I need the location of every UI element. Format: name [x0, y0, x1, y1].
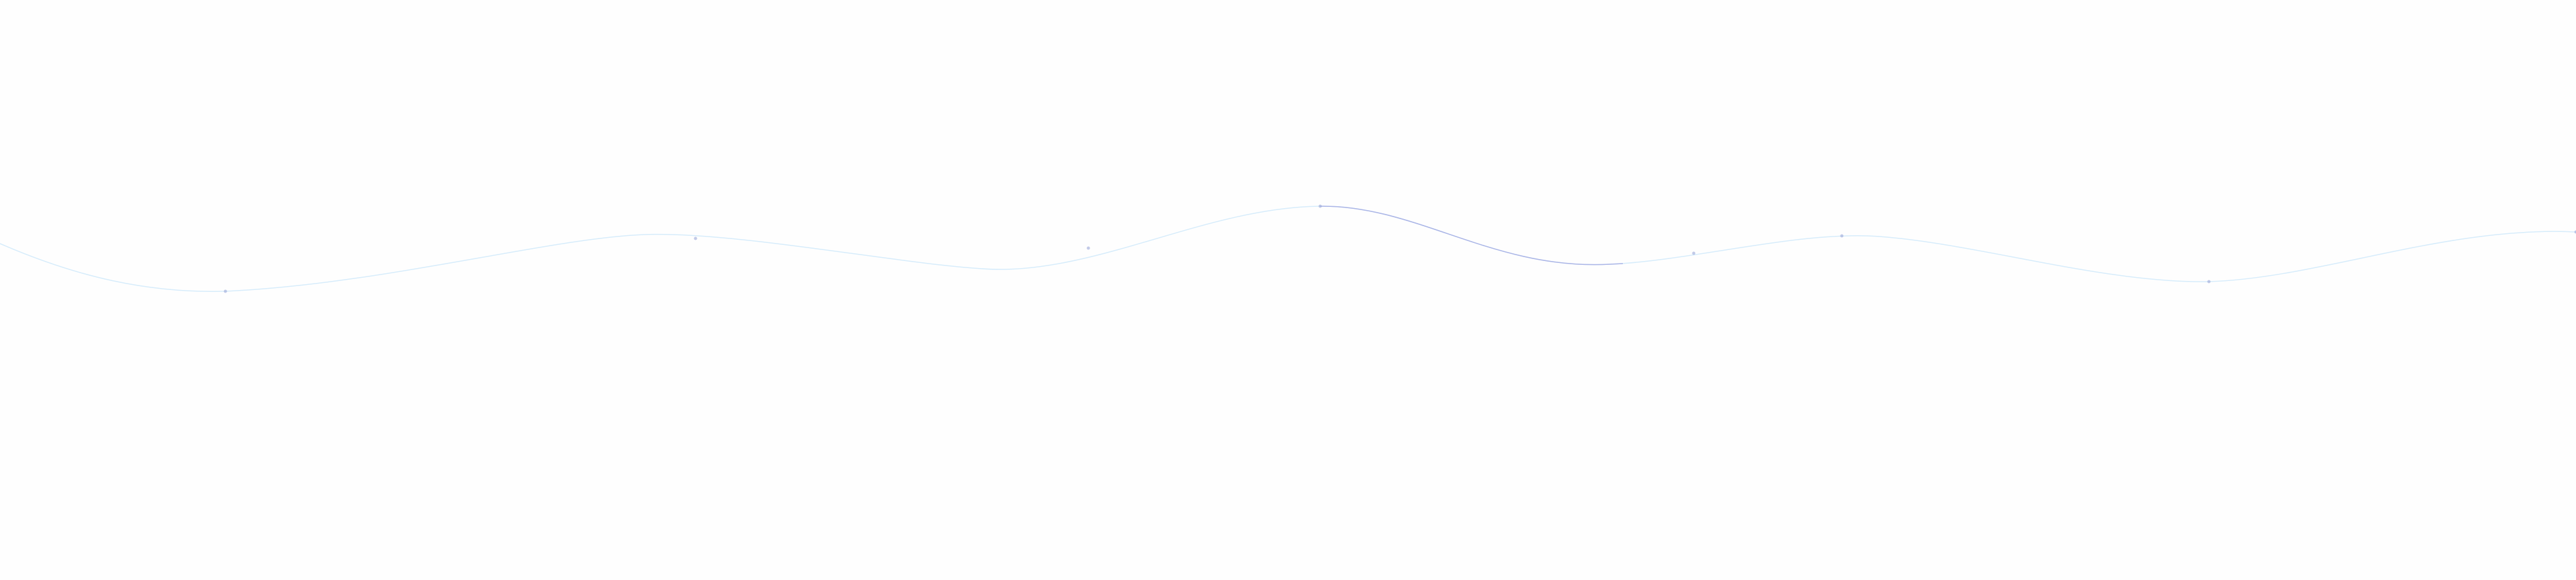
wave-marker — [1692, 251, 1696, 255]
wave-line-highlight — [1320, 206, 1624, 266]
wave-markers — [223, 204, 2576, 293]
wave-marker — [1318, 204, 1322, 208]
wave-marker — [1840, 234, 1844, 238]
wave-marker — [1086, 246, 1090, 250]
wave-line-faint — [0, 206, 2576, 292]
wave-marker — [2207, 280, 2211, 284]
wave-marker — [694, 237, 697, 240]
wave-marker — [2574, 230, 2576, 234]
wave-marker — [223, 289, 227, 293]
